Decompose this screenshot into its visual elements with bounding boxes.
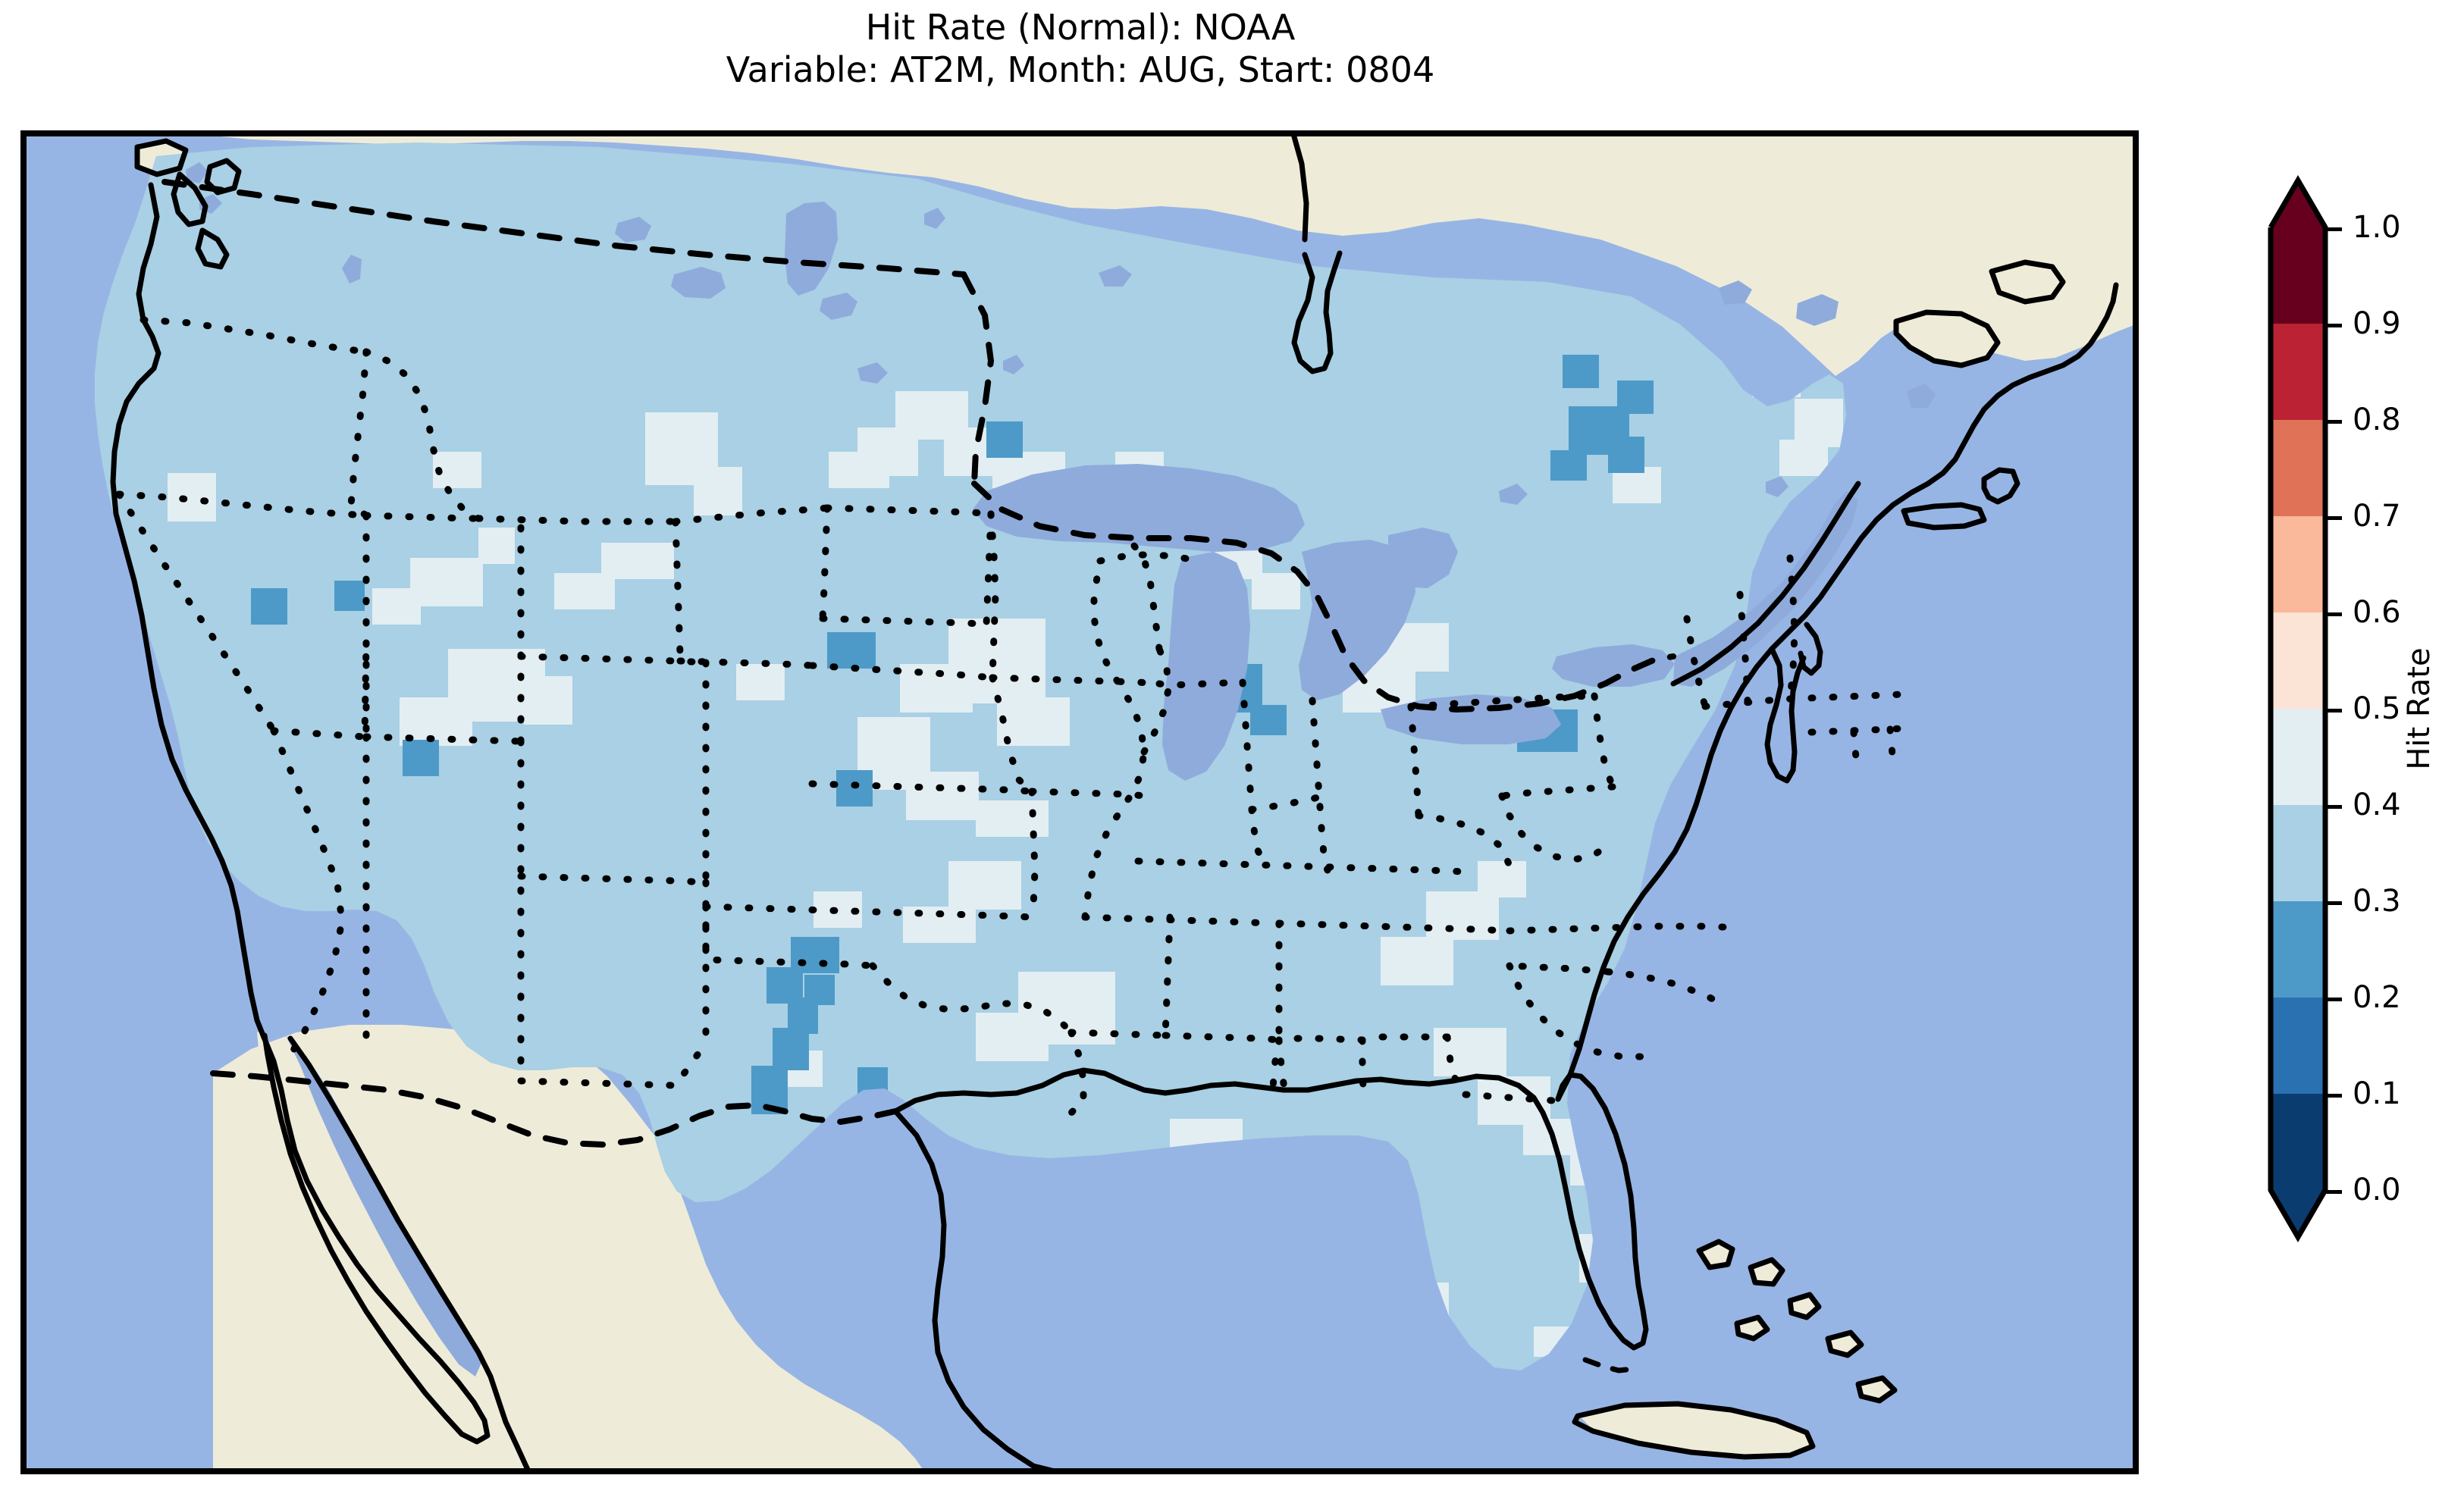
colorbar-segment-0-8-0-9 (2271, 324, 2325, 421)
colorbar-tick-label-0.6: 0.6 (2353, 595, 2401, 630)
colorbar-tick-label-0.8: 0.8 (2353, 402, 2401, 437)
colorbar-edge (2268, 175, 2328, 1242)
page-title: Hit Rate (Normal): NOAA (865, 7, 1296, 48)
colorbar-segment-0-6-0-7 (2271, 516, 2325, 613)
colorbar-tick-0.1 (2325, 1094, 2342, 1098)
colorbar-tick-1.0 (2325, 227, 2342, 231)
colorbar-segment-0-1-0-2 (2271, 998, 2325, 1095)
colorbar-tick-0.4 (2325, 805, 2342, 809)
colorbar-tick-0.0 (2325, 1190, 2342, 1194)
colorbar-tick-label-0.7: 0.7 (2353, 499, 2401, 534)
map-canvas (24, 133, 2136, 1471)
data-cells-band-020-030 (251, 355, 1654, 1114)
map-frame-border (24, 133, 2136, 1471)
colorbar-tick-label-0.1: 0.1 (2353, 1076, 2401, 1111)
colorbar-tick-0.8 (2325, 420, 2342, 424)
colorbar-tick-label-0.5: 0.5 (2353, 691, 2401, 726)
colorbar-tick-label-0.3: 0.3 (2353, 884, 2401, 919)
colorbar-tick-label-0.4: 0.4 (2353, 788, 2401, 822)
colorbar-body[interactable] (2271, 227, 2325, 1191)
country-border-layer (161, 179, 1676, 1148)
colorbar-extend-max-arrow (2271, 180, 2325, 227)
colorbar-segment-0-5-0-6 (2271, 612, 2325, 709)
colorbar-tick-0.3 (2325, 901, 2342, 905)
colorbar-tick-label-0.9: 0.9 (2353, 306, 2401, 341)
map-panel (20, 130, 2139, 1474)
state-border-layer (115, 316, 1917, 1117)
colorbar-segment-0-2-0-3 (2271, 901, 2325, 998)
colorbar-tick-0.6 (2325, 612, 2342, 616)
colorbar-tick-0.7 (2325, 516, 2342, 520)
colorbar-segment-0-0-0-1 (2271, 1094, 2325, 1191)
chart-title-block: Hit Rate (Normal): NOAA Variable: AT2M, … (0, 0, 2161, 91)
colorbar-tick-label-1.0: 1.0 (2353, 210, 2401, 245)
colorbar-segment-0-7-0-8 (2271, 420, 2325, 517)
colorbar-tick-0.5 (2325, 709, 2342, 713)
colorbar-segment-0-9-1-0 (2271, 227, 2325, 324)
colorbar-tick-label-0.0: 0.0 (2353, 1173, 2401, 1207)
chart-subtitle: Variable: AT2M, Month: AUG, Start: 0804 (726, 49, 1435, 91)
colorbar-segment-0-4-0-5 (2271, 709, 2325, 806)
colorbar[interactable]: 1.0 0.9 0.8 0.7 0.6 0.5 0.4 0.3 0.2 0.1 0.0 Hit Ra… (2268, 175, 2464, 1289)
colorbar-axis-label: Hit Rate (2402, 647, 2437, 770)
colorbar-tick-0.9 (2325, 324, 2342, 327)
colorbar-segment-0-3-0-4 (2271, 805, 2325, 902)
colorbar-extend-min-arrow (2271, 1190, 2325, 1237)
colorbar-tick-0.2 (2325, 998, 2342, 1001)
colorbar-tick-label-0.2: 0.2 (2353, 980, 2401, 1015)
